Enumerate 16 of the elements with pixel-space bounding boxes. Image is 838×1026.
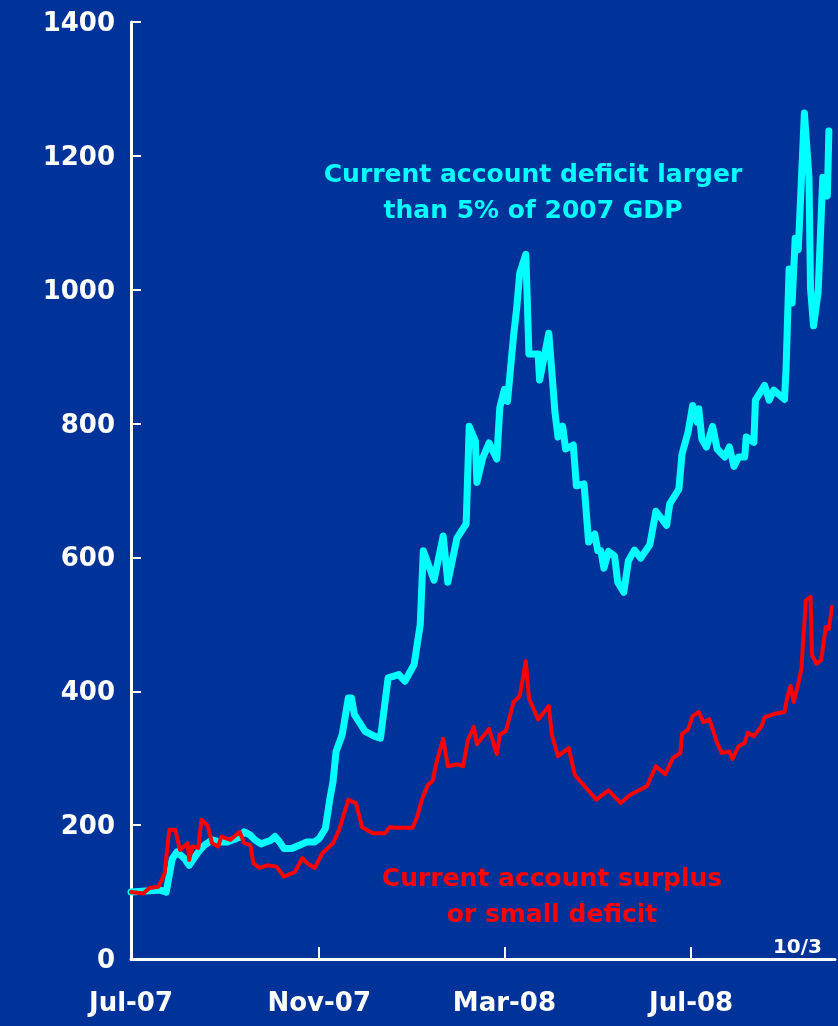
y-tick-label: 800: [60, 408, 115, 439]
y-tick-label: 0: [96, 944, 115, 974]
x-tick-label: Nov-07: [267, 987, 372, 1017]
annotation: 10/3: [772, 933, 822, 960]
y-tick-label: 1200: [42, 140, 115, 171]
text: Current account deficit larger than 5% of 2007 GDP: [322, 158, 744, 226]
y-tick-label: 600: [60, 542, 115, 573]
y-tick-label: 400: [60, 676, 115, 707]
series-label: Current account surplus or small deficit: [380, 862, 724, 930]
x-tick-label: Jul-08: [647, 987, 734, 1017]
y-tick-label: 1000: [42, 274, 115, 305]
x-tick-label: Mar-08: [452, 987, 557, 1017]
line-series: [129, 594, 834, 896]
y-tick-label: 1400: [42, 7, 115, 37]
y-tick-label: 200: [60, 810, 115, 841]
x-tick-label: Jul-07: [86, 987, 174, 1017]
